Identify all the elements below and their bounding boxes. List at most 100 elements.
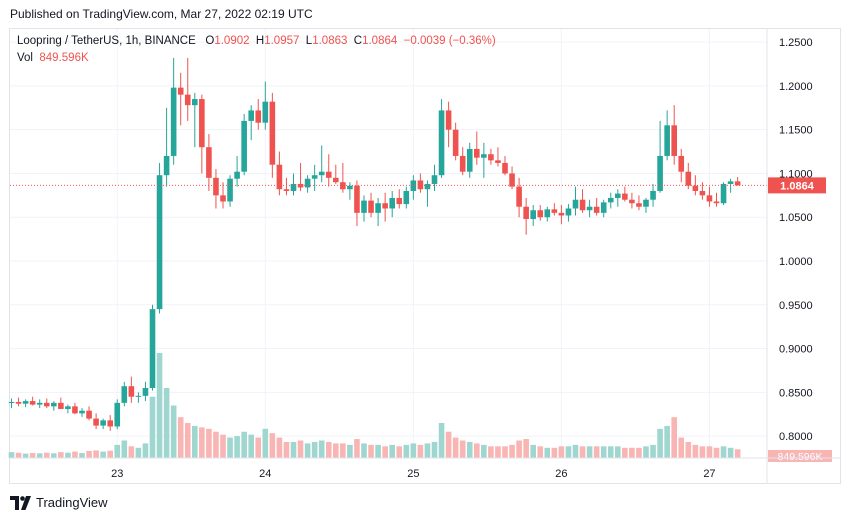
volume-bar	[657, 428, 663, 458]
footer-branding[interactable]: TradingView	[10, 495, 108, 510]
volume-bar	[269, 433, 276, 458]
volume-bar	[36, 453, 43, 458]
candle-body	[481, 154, 487, 158]
candle-body	[15, 401, 22, 404]
volume-bar	[290, 441, 297, 458]
volume-bar	[459, 440, 466, 458]
volume-bar	[579, 446, 586, 458]
candle-body	[452, 129, 459, 156]
volume-bar	[523, 439, 529, 458]
volume-bar	[15, 452, 22, 458]
candle-body	[72, 406, 78, 414]
volume-bar	[706, 446, 713, 458]
time-tick-label: 26	[555, 468, 567, 480]
candle-body	[459, 155, 466, 172]
volume-bar	[615, 446, 621, 458]
candle-body	[22, 401, 29, 404]
candle-body	[177, 87, 184, 95]
volume-bar	[220, 434, 226, 458]
volume-bar	[325, 441, 332, 458]
time-tick-label: 25	[407, 468, 419, 480]
candle-body	[699, 190, 706, 196]
candle-body	[565, 208, 572, 216]
candle-body	[551, 209, 558, 213]
price-tick-label: 1.0500	[779, 212, 813, 224]
candle-body	[615, 193, 621, 198]
candle-body	[234, 171, 240, 179]
volume-bar	[537, 446, 544, 458]
candle-body	[43, 402, 50, 407]
candle-body	[107, 420, 113, 427]
volume-bar	[340, 443, 346, 458]
volume-bar	[600, 446, 607, 458]
volume-bar	[206, 428, 212, 458]
volume-bar	[192, 425, 198, 458]
candle-body	[290, 183, 297, 191]
price-tick-label: 1.1000	[779, 168, 813, 180]
volume-bar	[664, 425, 670, 458]
volume-bar	[438, 423, 445, 458]
candle-body	[86, 410, 92, 419]
price-tick-label: 0.9500	[779, 300, 813, 312]
candle-body	[438, 110, 445, 176]
candle-body	[530, 210, 536, 219]
volume-bar	[65, 452, 71, 458]
candle-body	[170, 87, 177, 156]
volume-bar	[184, 423, 191, 458]
last-volume-label: 849.596K	[778, 451, 823, 463]
volume-bar	[403, 444, 410, 458]
volume-bar	[248, 434, 254, 458]
candle-body	[163, 155, 170, 176]
candle-body	[325, 171, 332, 178]
candle-body	[516, 186, 522, 207]
candle-body	[128, 386, 135, 397]
time-tick-label: 24	[259, 468, 271, 480]
candle-body	[537, 210, 544, 218]
candle-body	[184, 94, 191, 106]
symbol-title: Loopring / TetherUS, 1h, BINANCE	[17, 35, 196, 47]
volume-bar	[156, 353, 163, 458]
volume-bar	[629, 447, 635, 458]
candle-body	[227, 178, 233, 202]
candle-body	[79, 410, 85, 414]
price-tick-label: 1.1500	[779, 125, 813, 137]
candle-body	[220, 195, 226, 202]
volume-bar	[382, 446, 388, 458]
volume-bar	[241, 431, 247, 458]
low-value: 1.0863	[312, 35, 348, 47]
volume-bar	[636, 447, 642, 458]
price-tick-label: 1.2500	[779, 37, 813, 49]
volume-bar	[622, 447, 628, 458]
volume-bar	[431, 441, 438, 458]
candle-body	[720, 183, 727, 204]
volume-bar	[678, 437, 685, 458]
candle-body	[734, 181, 741, 186]
high-label: H	[255, 35, 265, 47]
candle-body	[572, 199, 579, 209]
volume-bar	[417, 444, 424, 458]
volume-bar	[43, 452, 50, 458]
volume-bar	[375, 444, 381, 458]
volume-bar	[361, 443, 367, 458]
close-label: C	[353, 35, 363, 47]
time-tick-label: 27	[703, 468, 715, 480]
candle-body	[192, 99, 198, 106]
open-value: 1.0902	[214, 35, 250, 47]
volume-bar	[671, 417, 677, 458]
price-axis: 1.2500 1.2000 1.1500 1.1000 1.0500 1.0000 0.95…	[766, 29, 813, 483]
volume-bar	[410, 443, 417, 458]
volume-bar	[128, 446, 135, 458]
volume-bar	[114, 444, 121, 458]
candle-body	[692, 185, 699, 191]
volume-bar	[509, 444, 515, 458]
candle-body	[206, 147, 212, 178]
volume-bar	[720, 446, 727, 458]
volume-bar	[58, 452, 64, 458]
candle-body	[156, 175, 163, 310]
change-value: −0.0039 (−0.36%)	[403, 35, 496, 47]
chart-frame	[9, 28, 841, 484]
candle-body	[657, 155, 663, 191]
volume-bar	[692, 444, 699, 458]
candle-body	[51, 402, 57, 407]
